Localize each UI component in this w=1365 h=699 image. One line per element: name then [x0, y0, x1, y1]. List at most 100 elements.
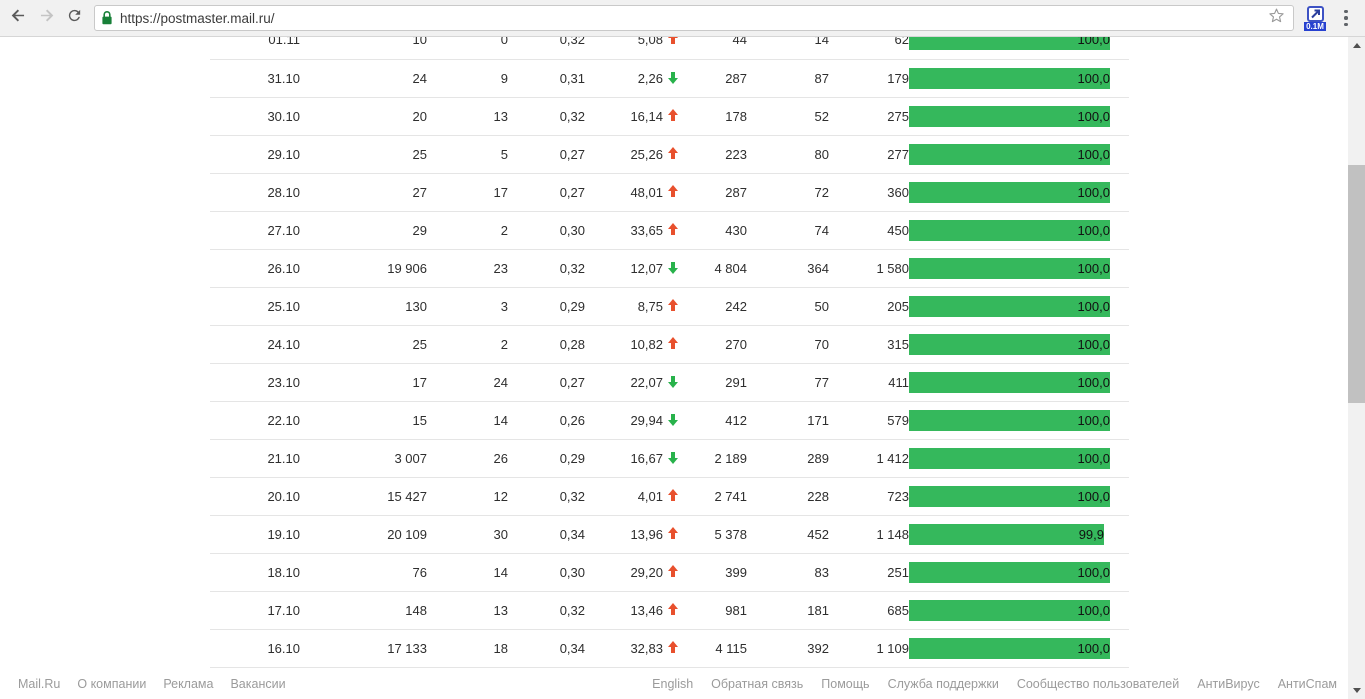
num-cell: 148 — [300, 591, 427, 630]
scrollbar-thumb[interactable] — [1348, 165, 1365, 403]
num-cell: 412 — [678, 401, 747, 440]
table-row[interactable]: 22.10 15 14 0,26 29,94 412 171 579 100,0 — [210, 401, 1129, 440]
browser-toolbar: https://postmaster.mail.ru/ 0.1M — [0, 0, 1365, 37]
table-row[interactable]: 28.10 27 17 0,27 48,01 287 72 360 100,0 — [210, 173, 1129, 212]
table-row[interactable]: 31.10 24 9 0,31 2,26 287 87 179 100,0 — [210, 59, 1129, 98]
trend-up-icon — [668, 602, 678, 616]
table-row[interactable]: 26.10 19 906 23 0,32 12,07 4 804 364 1 5… — [210, 249, 1129, 288]
daily-stats-table: 01.11 10 0 0,32 5,08 44 14 62 100,0 31.1… — [210, 37, 1129, 668]
table-row[interactable]: 16.10 17 133 18 0,34 32,83 4 115 392 1 1… — [210, 629, 1129, 668]
footer-link[interactable]: О компании — [77, 677, 147, 691]
url-text[interactable]: https://postmaster.mail.ru/ — [120, 10, 275, 26]
num-cell: 15 — [300, 401, 427, 440]
scroll-up-icon — [1352, 43, 1361, 48]
table-row[interactable]: 01.11 10 0 0,32 5,08 44 14 62 100,0 — [210, 37, 1129, 60]
num-cell: 0,26 — [508, 401, 585, 440]
footer-link[interactable]: АнтиВирус — [1197, 677, 1260, 691]
date-cell: 27.10 — [210, 211, 300, 250]
num-cell: 287 — [678, 59, 747, 98]
back-button[interactable] — [4, 4, 32, 32]
num-cell: 0,30 — [508, 553, 585, 592]
num-cell: 3 007 — [300, 439, 427, 478]
forward-button[interactable] — [32, 4, 60, 32]
trend-down-icon — [668, 71, 678, 84]
footer-link[interactable]: Сообщество пользователей — [1016, 677, 1180, 691]
percent-trend-cell: 22,07 — [585, 363, 678, 402]
num-cell: 364 — [747, 249, 829, 288]
trend-up-icon — [668, 108, 678, 122]
percent-bar: 100,0 — [909, 561, 1110, 583]
num-cell: 251 — [829, 553, 909, 592]
date-cell: 17.10 — [210, 591, 300, 630]
vertical-scrollbar[interactable] — [1348, 37, 1365, 699]
footer-links-left: Mail.Ru О компании Реклама Вакансии — [18, 677, 303, 691]
footer-link[interactable]: Вакансии — [230, 677, 286, 691]
num-cell: 0,32 — [508, 97, 585, 136]
num-cell: 452 — [747, 515, 829, 554]
num-cell: 0 — [427, 37, 508, 60]
table-row[interactable]: 17.10 148 13 0,32 13,46 981 181 685 100,… — [210, 591, 1129, 630]
page-content: 01.11 10 0 0,32 5,08 44 14 62 100,0 31.1… — [0, 37, 1348, 669]
num-cell: 62 — [829, 37, 909, 60]
percent-trend-cell: 33,65 — [585, 211, 678, 250]
percent-trend-cell: 12,07 — [585, 249, 678, 288]
table-row[interactable]: 25.10 130 3 0,29 8,75 242 50 205 100,0 — [210, 287, 1129, 326]
extension-button[interactable]: 0.1M — [1302, 2, 1328, 34]
delivery-bar-cell: 100,0 — [909, 477, 1129, 516]
footer-link[interactable]: English — [652, 677, 694, 691]
table-row[interactable]: 19.10 20 109 30 0,34 13,96 5 378 452 1 1… — [210, 515, 1129, 554]
footer-link[interactable]: АнтиСпам — [1277, 677, 1337, 691]
date-cell: 30.10 — [210, 97, 300, 136]
footer: Mail.Ru О компании Реклама Вакансии English… — [0, 669, 1348, 699]
num-cell: 2 189 — [678, 439, 747, 478]
table-row[interactable]: 23.10 17 24 0,27 22,07 291 77 411 100,0 — [210, 363, 1129, 402]
num-cell: 579 — [829, 401, 909, 440]
scroll-up-button[interactable] — [1348, 37, 1365, 54]
num-cell: 0,32 — [508, 591, 585, 630]
table-row[interactable]: 30.10 20 13 0,32 16,14 178 52 275 100,0 — [210, 97, 1129, 136]
num-cell: 0,31 — [508, 59, 585, 98]
table-row[interactable]: 24.10 25 2 0,28 10,82 270 70 315 100,0 — [210, 325, 1129, 364]
footer-link[interactable]: Служба поддержки — [887, 677, 999, 691]
num-cell: 2 — [427, 211, 508, 250]
trend-down-icon — [668, 413, 678, 426]
date-cell: 26.10 — [210, 249, 300, 288]
trend-up-icon — [668, 336, 678, 350]
browser-menu-button[interactable] — [1334, 4, 1358, 32]
percent-trend-cell: 10,82 — [585, 325, 678, 364]
table-row[interactable]: 29.10 25 5 0,27 25,26 223 80 277 100,0 — [210, 135, 1129, 174]
bookmark-star-button[interactable] — [1265, 7, 1287, 29]
reload-button[interactable] — [60, 4, 88, 32]
footer-link[interactable]: Помощь — [821, 677, 870, 691]
table-row[interactable]: 21.10 3 007 26 0,29 16,67 2 189 289 1 41… — [210, 439, 1129, 478]
percent-trend-cell: 4,01 — [585, 477, 678, 516]
num-cell: 18 — [427, 629, 508, 668]
num-cell: 0,27 — [508, 135, 585, 174]
lock-icon — [101, 10, 113, 26]
table-row[interactable]: 27.10 29 2 0,30 33,65 430 74 450 100,0 — [210, 211, 1129, 250]
num-cell: 1 580 — [829, 249, 909, 288]
percent-bar: 100,0 — [909, 447, 1110, 469]
num-cell: 685 — [829, 591, 909, 630]
footer-link[interactable]: Обратная связь — [711, 677, 804, 691]
footer-link[interactable]: Реклама — [163, 677, 214, 691]
table-row[interactable]: 20.10 15 427 12 0,32 4,01 2 741 228 723 … — [210, 477, 1129, 516]
num-cell: 17 — [427, 173, 508, 212]
num-cell: 10 — [300, 37, 427, 60]
num-cell: 26 — [427, 439, 508, 478]
date-cell: 21.10 — [210, 439, 300, 478]
url-bar[interactable]: https://postmaster.mail.ru/ — [94, 5, 1294, 31]
forward-icon — [37, 6, 56, 30]
num-cell: 0,32 — [508, 37, 585, 60]
percent-bar: 100,0 — [909, 295, 1110, 317]
scroll-down-button[interactable] — [1348, 682, 1365, 699]
percent-trend-cell: 13,46 — [585, 591, 678, 630]
num-cell: 178 — [678, 97, 747, 136]
footer-link[interactable]: Mail.Ru — [18, 677, 61, 691]
num-cell: 12 — [427, 477, 508, 516]
num-cell: 25 — [300, 135, 427, 174]
table-row[interactable]: 18.10 76 14 0,30 29,20 399 83 251 100,0 — [210, 553, 1129, 592]
delivery-bar-cell: 100,0 — [909, 325, 1129, 364]
trend-up-icon — [668, 564, 678, 578]
trend-up-icon — [668, 184, 678, 198]
